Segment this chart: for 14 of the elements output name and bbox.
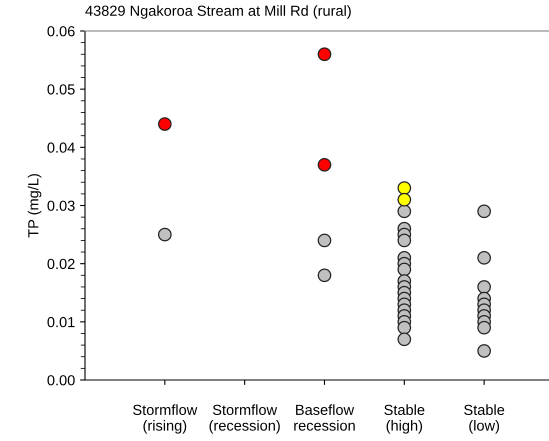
x-tick-label: Stormflow (rising) xyxy=(133,404,198,434)
x-tick-label: Stable (low) xyxy=(464,404,504,434)
x-tick-label: Baseflow recession xyxy=(294,404,355,431)
y-axis-title: TP (mg/L) xyxy=(28,174,42,238)
chart-title: 43829 Ngakoroa Stream at Mill Rd (rural) xyxy=(85,5,351,19)
y-tick-label: 0.01 xyxy=(47,316,75,328)
x-tick-label: Stable (high) xyxy=(384,404,424,434)
y-tick-label: 0.00 xyxy=(47,375,75,386)
x-tick-label: Stormflow (recession) xyxy=(210,404,280,434)
y-tick-label: 0.02 xyxy=(47,258,75,270)
y-tick-label: 0.05 xyxy=(47,84,75,95)
y-tick-label: 0.06 xyxy=(47,26,75,36)
y-tick-label: 0.04 xyxy=(47,142,75,153)
y-tick-label: 0.03 xyxy=(47,200,75,211)
